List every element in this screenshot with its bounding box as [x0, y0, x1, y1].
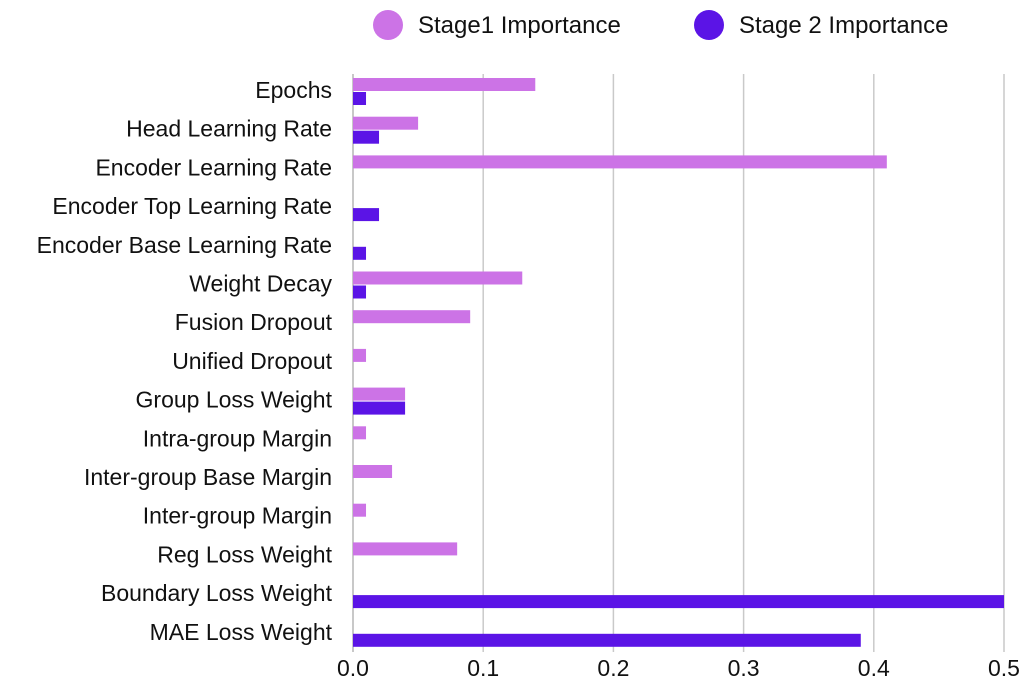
category-label: Fusion Dropout: [175, 309, 333, 335]
x-tick-label: 0.0: [337, 655, 369, 681]
bar-stage2: [353, 130, 380, 144]
category-label: Weight Decay: [189, 271, 332, 297]
bar-layer: [353, 78, 1004, 647]
bar-stage2: [353, 633, 861, 647]
category-label: Inter-group Base Margin: [84, 464, 332, 490]
category-label: Encoder Learning Rate: [95, 154, 332, 180]
bar-stage2: [353, 285, 367, 299]
bar-stage2: [353, 92, 367, 105]
legend-label-stage2: Stage 2 Importance: [739, 12, 948, 39]
category-label: Inter-group Margin: [143, 503, 332, 529]
bar-stage2: [353, 208, 380, 222]
category-label: Group Loss Weight: [136, 387, 333, 413]
x-tick-label: 0.4: [858, 655, 890, 681]
bar-stage1: [353, 116, 419, 130]
category-label: Head Learning Rate: [126, 116, 332, 142]
x-tick-label: 0.5: [988, 655, 1020, 681]
bar-stage1: [353, 542, 458, 556]
category-label: Epochs: [255, 77, 332, 103]
category-label: Encoder Top Learning Rate: [52, 193, 332, 219]
bar-stage2: [353, 401, 406, 415]
x-tick-label: 0.1: [467, 655, 499, 681]
x-tick-label: 0.2: [597, 655, 629, 681]
bar-stage1: [353, 155, 887, 169]
legend-marker-stage1: [373, 10, 403, 40]
bar-stage1: [353, 271, 523, 285]
category-label: MAE Loss Weight: [150, 619, 333, 645]
bar-stage1: [353, 465, 393, 478]
bar-stage1: [353, 78, 536, 91]
category-label: Boundary Loss Weight: [101, 580, 333, 606]
category-label: Encoder Base Learning Rate: [37, 232, 332, 258]
grid-layer: [352, 74, 1005, 652]
bar-stage2: [353, 246, 367, 260]
bar-stage1: [353, 387, 406, 401]
category-label-layer: Epochs Head Learning Rate Encoder Learning…: [37, 77, 333, 645]
x-tick-layer: 0.0 0.1 0.2 0.3 0.4 0.5: [337, 655, 1020, 681]
x-tick-label: 0.3: [728, 655, 760, 681]
legend-marker-stage2: [694, 10, 724, 40]
legend-label-stage1: Stage1 Importance: [418, 12, 621, 39]
category-label: Intra-group Margin: [143, 425, 332, 451]
category-label: Unified Dropout: [172, 348, 332, 374]
bar-stage1: [353, 426, 367, 440]
bar-stage1: [353, 348, 367, 362]
legend: Stage1 Importance Stage 2 Importance: [373, 10, 948, 40]
category-label: Reg Loss Weight: [157, 541, 332, 567]
bar-stage2: [353, 595, 1004, 609]
bar-stage1: [353, 310, 471, 324]
bar-stage1: [353, 503, 367, 517]
